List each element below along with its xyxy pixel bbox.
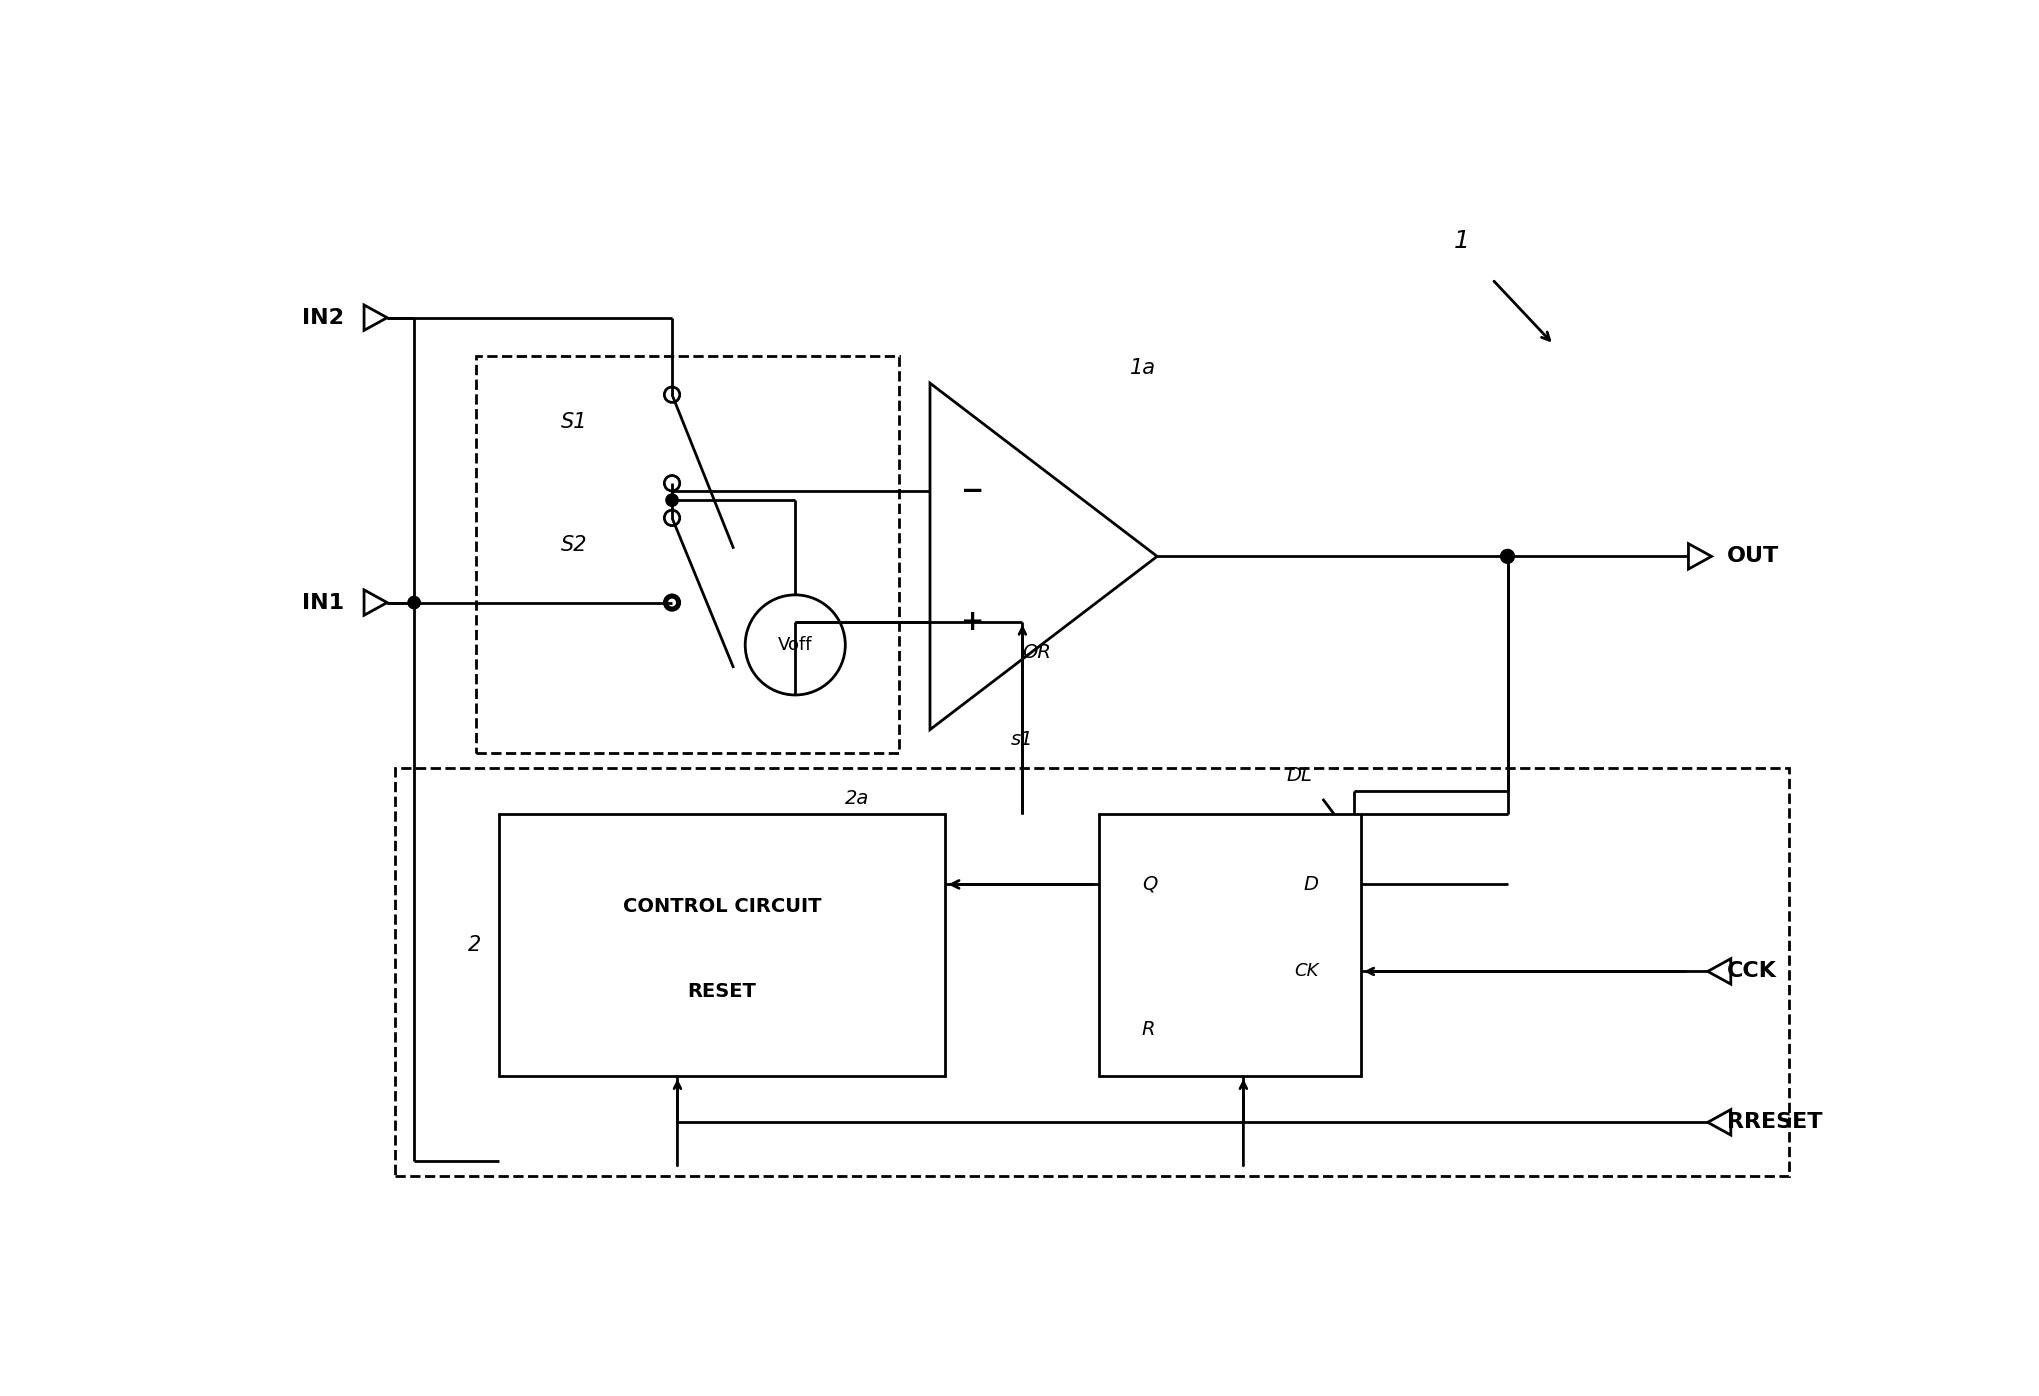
Text: CCK: CCK	[1727, 962, 1776, 981]
Text: Q: Q	[1142, 875, 1156, 893]
Text: IN2: IN2	[302, 307, 345, 328]
Text: 2: 2	[467, 935, 481, 955]
Text: S2: S2	[561, 535, 587, 554]
Text: D: D	[1303, 875, 1317, 893]
Text: OUT: OUT	[1727, 546, 1778, 567]
Bar	[475, 356, 899, 752]
Text: 1: 1	[1452, 229, 1468, 253]
Text: S1: S1	[561, 412, 587, 431]
Circle shape	[408, 596, 420, 609]
Text: OR: OR	[1022, 644, 1050, 662]
Bar	[500, 814, 944, 1076]
Bar	[396, 768, 1788, 1177]
Text: R: R	[1142, 1020, 1154, 1040]
Circle shape	[1501, 550, 1513, 564]
Text: DL: DL	[1287, 766, 1311, 786]
Text: CONTROL CIRCUIT: CONTROL CIRCUIT	[622, 898, 822, 916]
Text: 2a: 2a	[844, 789, 869, 808]
Text: Voff: Voff	[777, 637, 812, 653]
Text: 1a: 1a	[1130, 357, 1156, 378]
Text: +: +	[960, 607, 983, 635]
Circle shape	[665, 494, 677, 507]
Bar	[1099, 814, 1360, 1076]
Text: RESET: RESET	[687, 981, 756, 1001]
Text: RRESET: RRESET	[1727, 1113, 1821, 1132]
Text: CK: CK	[1295, 962, 1317, 980]
Text: −: −	[960, 477, 983, 505]
Text: IN1: IN1	[302, 592, 345, 613]
Text: s1: s1	[1011, 730, 1034, 748]
